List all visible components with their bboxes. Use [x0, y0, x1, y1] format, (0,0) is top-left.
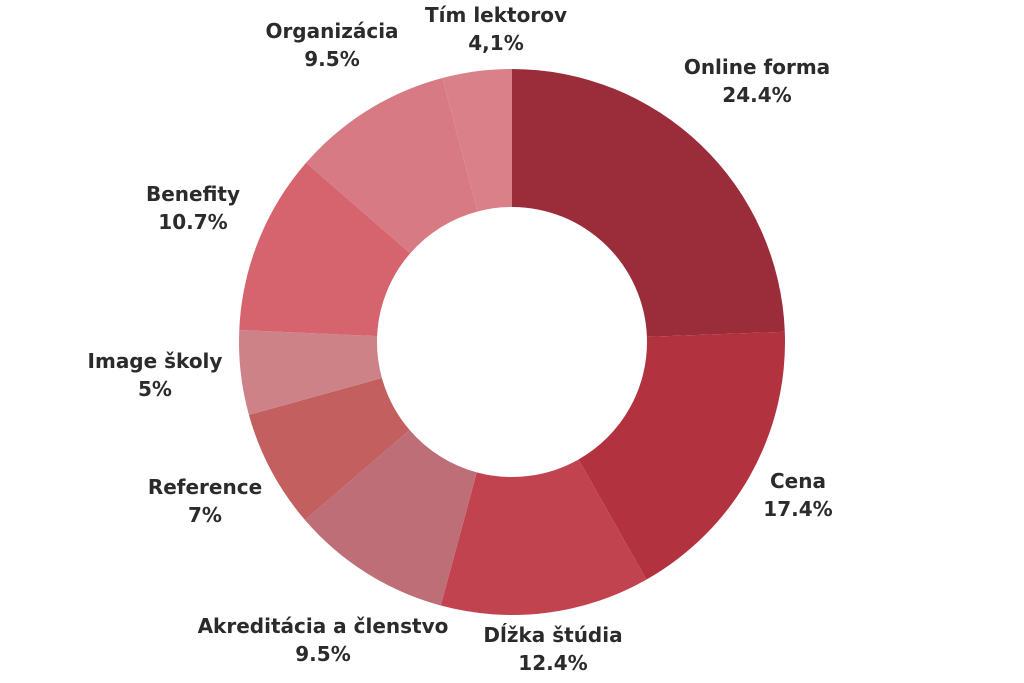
slice-name-label: Tím lektorov [425, 3, 567, 27]
slice-tim-lektorov [442, 69, 512, 212]
slice-name-label: Dĺžka štúdia [483, 623, 622, 647]
slice-name-label: Akreditácia a členstvo [198, 614, 449, 638]
slice-name-label: Online forma [684, 55, 830, 79]
slice-value-label: 7% [188, 503, 222, 527]
slice-label-online-forma: Online forma 24.4% [684, 55, 830, 107]
slice-value-label: 24.4% [722, 83, 791, 107]
slice-online-forma [512, 69, 785, 337]
slice-value-label: 10.7% [158, 210, 227, 234]
labels-layer: Online forma 24.4% Cena 17.4% Dĺžka štúdia 12… [88, 3, 833, 675]
slice-label-benefity: Benefity 10.7% [146, 182, 240, 234]
slice-value-label: 4,1% [468, 31, 523, 55]
slice-label-organizacia: Organizácia 9.5% [265, 19, 398, 71]
slice-value-label: 12.4% [518, 651, 587, 675]
slice-name-label: Organizácia [265, 19, 398, 43]
slice-value-label: 9.5% [304, 47, 359, 71]
slices-layer [238, 69, 786, 615]
slice-reference [248, 378, 410, 520]
slice-label-akreditacia-a-clenstvo: Akreditácia a členstvo 9.5% [198, 614, 449, 666]
slice-benefity [239, 162, 411, 337]
slice-value-label: 5% [138, 377, 172, 401]
slice-organizacia [306, 78, 478, 254]
slice-value-label: 9.5% [295, 642, 350, 666]
slice-cena [578, 331, 786, 580]
slice-name-label: Image školy [88, 349, 223, 373]
slice-image-skoly [238, 329, 382, 415]
slice-name-label: Cena [770, 469, 826, 493]
slice-name-label: Benefity [146, 182, 240, 206]
slice-label-reference: Reference 7% [148, 475, 262, 527]
slice-name-label: Reference [148, 475, 262, 499]
slice-dlzka-studia [440, 459, 647, 615]
slice-label-cena: Cena 17.4% [763, 469, 832, 521]
slice-label-tim-lektorov: Tím lektorov 4,1% [425, 3, 567, 55]
slice-label-dlzka-studia: Dĺžka štúdia 12.4% [483, 623, 622, 675]
slice-akreditacia-a-clenstvo [304, 429, 477, 606]
slice-label-image-skoly: Image školy 5% [88, 349, 223, 401]
slice-value-label: 17.4% [763, 497, 832, 521]
